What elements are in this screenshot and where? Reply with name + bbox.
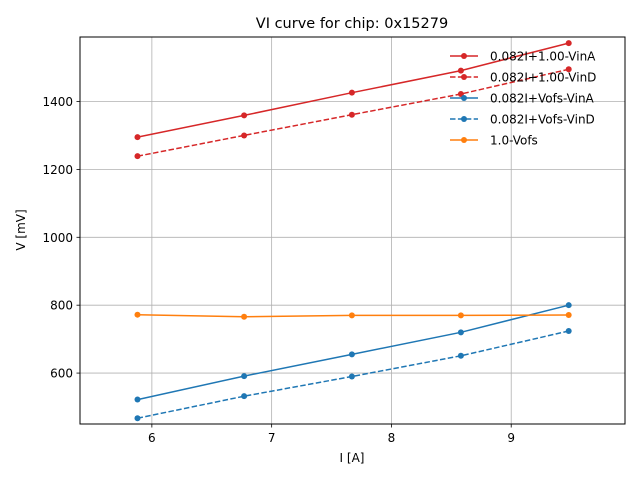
data-point [241, 373, 248, 380]
data-point [241, 112, 248, 119]
data-point [348, 312, 355, 319]
series-0 [134, 40, 572, 141]
series-1 [134, 66, 572, 160]
series-4 [134, 311, 572, 320]
data-point [241, 132, 248, 139]
x-tick-label: 7 [268, 431, 276, 445]
chart-title: VI curve for chip: 0x15279 [256, 16, 448, 32]
legend-marker [461, 95, 467, 101]
legend-entry: 1.0-Vofs [450, 134, 538, 148]
y-tick-label: 1400 [42, 95, 73, 109]
data-point [565, 302, 572, 309]
x-tick-label: 8 [388, 431, 396, 445]
data-point [457, 67, 464, 74]
series-3 [134, 327, 572, 422]
legend: 0.082I+1.00-VinA 0.082I+1.00-VinD 0.082I+V… [450, 50, 596, 148]
legend-entry: 0.082I+1.00-VinA [450, 50, 596, 64]
y-axis-label: V [mV] [14, 209, 28, 250]
series-2 [134, 302, 572, 403]
y-tick-label: 800 [50, 299, 73, 313]
series-layer [134, 40, 572, 422]
legend-label: 0.082I+Vofs-VinA [490, 92, 595, 106]
data-point [565, 66, 572, 73]
data-point [134, 396, 141, 403]
data-point [565, 312, 572, 319]
grid [80, 37, 625, 424]
data-point [348, 351, 355, 358]
legend-label: 0.082I+Vofs-VinD [490, 113, 595, 127]
y-tick-label: 1200 [42, 163, 73, 177]
data-point [134, 311, 141, 318]
data-point [348, 373, 355, 380]
legend-entry: 0.082I+Vofs-VinD [450, 113, 595, 127]
data-point [241, 313, 248, 320]
x-tick-label: 6 [148, 431, 156, 445]
legend-marker [461, 137, 467, 143]
data-point [457, 329, 464, 336]
legend-marker [461, 74, 467, 80]
data-point [565, 40, 572, 47]
y-tick-label: 600 [50, 367, 73, 381]
data-point [457, 352, 464, 359]
legend-entry: 0.082I+Vofs-VinA [450, 92, 595, 106]
legend-entry: 0.082I+1.00-VinD [450, 71, 596, 85]
data-point [348, 111, 355, 118]
data-point [134, 134, 141, 141]
data-point [348, 89, 355, 96]
data-point [457, 312, 464, 319]
legend-label: 0.082I+1.00-VinD [490, 71, 596, 85]
legend-label: 0.082I+1.00-VinA [490, 50, 596, 64]
data-point [241, 393, 248, 400]
ticks: 6 7 8 9 600 800 1000 1200 1400 [42, 95, 515, 445]
data-point [134, 153, 141, 160]
plot-frame [79, 36, 626, 425]
legend-marker [461, 53, 467, 59]
data-point [134, 415, 141, 422]
legend-label: 1.0-Vofs [490, 134, 538, 148]
y-tick-label: 1000 [42, 231, 73, 245]
data-point [565, 327, 572, 334]
legend-marker [461, 116, 467, 122]
x-tick-label: 9 [507, 431, 515, 445]
x-axis-label: I [A] [340, 451, 365, 465]
